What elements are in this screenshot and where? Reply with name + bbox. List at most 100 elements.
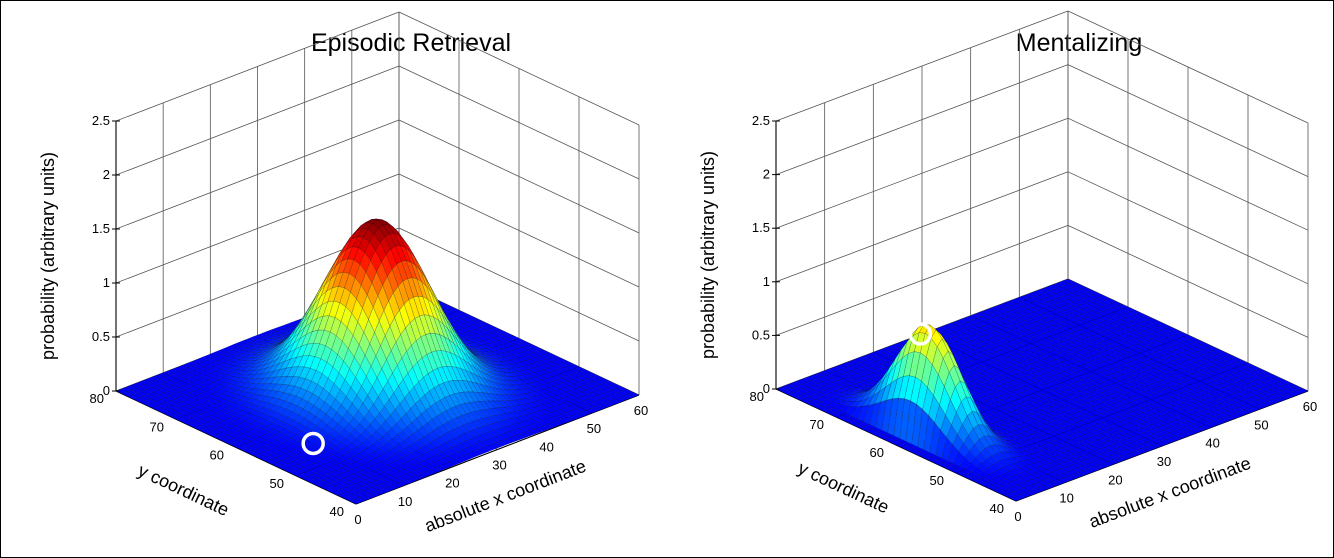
surface-patch	[1065, 444, 1078, 450]
surface-patch	[978, 391, 991, 397]
surface-patch	[498, 338, 511, 344]
surface-patch	[1005, 391, 1018, 397]
surface-patch	[531, 346, 544, 352]
surface-patch	[1170, 435, 1183, 441]
surface-patch	[906, 443, 919, 450]
surface-patch	[1095, 458, 1108, 464]
surface-patch	[1030, 341, 1043, 347]
surface-patch	[988, 321, 1001, 328]
surface-patch	[529, 376, 542, 382]
surface-patch	[486, 333, 499, 338]
surface-patch	[885, 364, 897, 388]
surface-patch	[970, 313, 983, 319]
surface-patch	[276, 329, 290, 334]
surface-patch	[358, 237, 370, 253]
surface-patch	[467, 421, 479, 431]
surface-patch	[265, 459, 278, 465]
marker-circle	[301, 431, 325, 456]
surface-patch	[1036, 344, 1049, 350]
surface-patch	[1051, 363, 1064, 370]
surface-patch	[387, 268, 399, 294]
surface-patch	[186, 361, 199, 367]
surface-patch	[1272, 397, 1285, 403]
surface-patch	[988, 346, 1001, 353]
surface-patch	[246, 378, 258, 384]
surface-patch	[373, 489, 385, 496]
surface-patch	[1106, 459, 1119, 465]
x-tick-label: 0	[354, 512, 361, 527]
surface-patch	[243, 342, 257, 347]
surface-patch	[441, 366, 454, 382]
surface-patch	[1083, 452, 1096, 459]
surface-patch	[428, 430, 440, 441]
surface-patch	[1073, 300, 1086, 306]
surface-patch	[284, 328, 296, 342]
surface-patch	[1047, 436, 1060, 442]
z-tick-label: 0	[103, 383, 110, 398]
surface-patch	[407, 277, 419, 298]
surface-patch	[193, 404, 205, 411]
surface-patch	[1281, 393, 1294, 399]
surface-patch	[1286, 391, 1299, 397]
surface-patch	[283, 467, 296, 474]
surface-patch	[838, 363, 851, 369]
surface-patch	[382, 219, 394, 227]
surface-patch	[859, 360, 872, 366]
surface-patch	[528, 372, 541, 378]
surface-patch	[259, 434, 271, 441]
surface-patch	[526, 402, 539, 408]
surface-patch	[872, 376, 884, 391]
surface-patch	[344, 273, 356, 293]
surface-patch	[402, 426, 414, 438]
surface-patch	[468, 324, 481, 330]
surface-patch	[308, 343, 320, 357]
grid-line	[775, 225, 1069, 336]
surface-patch	[373, 448, 386, 456]
surface-patch	[990, 396, 1003, 403]
surface-patch	[382, 464, 394, 471]
surface-patch	[260, 439, 273, 446]
surface-patch	[1148, 347, 1161, 353]
y-tick-label: 60	[870, 445, 884, 460]
surface-patch	[334, 245, 346, 263]
surface-patch	[1091, 333, 1104, 339]
grid-line	[398, 119, 640, 234]
surface-patch	[1090, 394, 1103, 400]
surface-patch	[1000, 352, 1013, 358]
z-tick-label: 2	[763, 167, 770, 182]
surface-patch	[539, 354, 551, 360]
surface-patch	[1002, 402, 1015, 408]
surface-patch	[1036, 369, 1049, 375]
surface-patch	[1105, 389, 1118, 395]
surface-patch	[1005, 476, 1017, 483]
surface-patch	[475, 354, 487, 361]
surface-patch	[345, 291, 357, 314]
surface-patch	[307, 479, 320, 485]
surface-patch	[1060, 355, 1073, 361]
surface-patch	[1095, 433, 1108, 439]
surface-patch	[1047, 411, 1060, 417]
surface-patch	[497, 334, 509, 340]
surface-patch	[253, 338, 266, 343]
surface-patch	[481, 358, 493, 365]
surface-plot-episodic-retrieval: Episodic Retrieval00.511.522.50102030405…	[38, 11, 648, 536]
surface-patch	[268, 336, 281, 340]
surface-patch	[972, 388, 985, 394]
surface-patch	[1058, 305, 1071, 311]
surface-patch	[803, 391, 816, 397]
surface-patch	[1023, 399, 1036, 406]
surface-patch	[208, 382, 220, 388]
surface-patch	[1109, 316, 1122, 323]
surface-patch	[462, 423, 474, 432]
surface-patch	[989, 444, 1002, 454]
surface-patch	[364, 241, 376, 261]
surface-patch	[1092, 444, 1105, 450]
surface-patch	[354, 423, 366, 435]
surface-patch	[227, 392, 240, 399]
surface-patch	[508, 371, 521, 377]
surface-patch	[377, 284, 389, 311]
surface-patch	[1136, 341, 1149, 348]
surface-patch	[1196, 369, 1209, 376]
surface-patch	[1208, 420, 1221, 427]
surface-patch	[241, 426, 253, 432]
